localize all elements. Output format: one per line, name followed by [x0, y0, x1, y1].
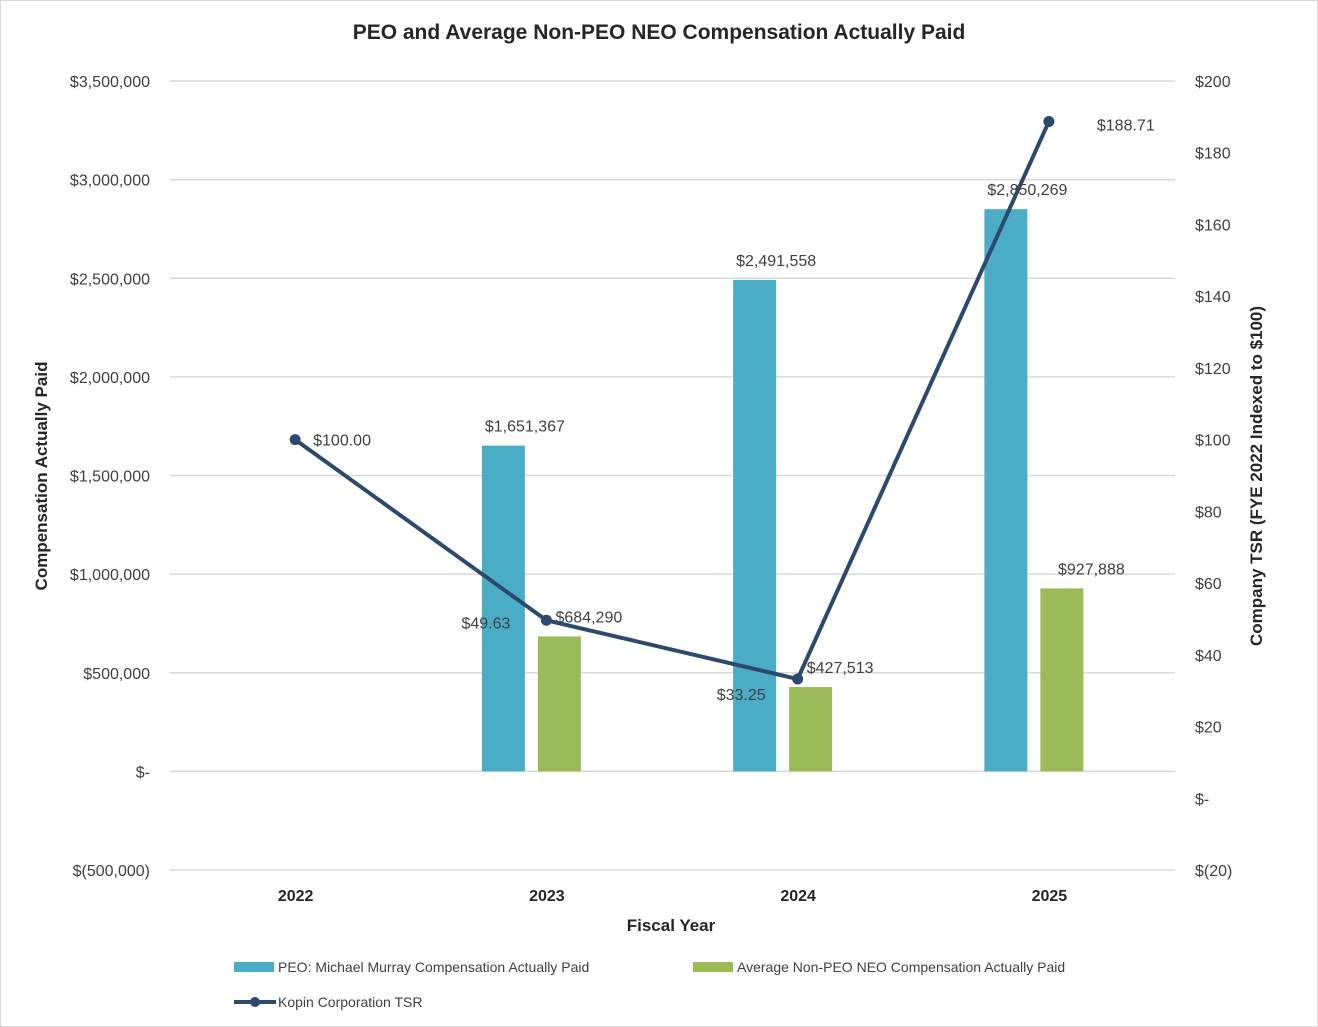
bar-peo — [984, 209, 1028, 772]
y2-tick-label: $- — [1195, 791, 1209, 808]
bar-neo — [537, 636, 581, 772]
category-label: 2024 — [780, 888, 816, 905]
data-label-peo: $1,651,367 — [485, 419, 565, 436]
chart-title: PEO and Average Non-PEO NEO Compensation… — [353, 21, 966, 44]
y-tick-label: $3,500,000 — [70, 74, 150, 91]
bar-neo — [1040, 588, 1084, 772]
tsr-line — [289, 115, 1055, 685]
y2-axis-title: Company TSR (FYE 2022 Indexed to $100) — [1247, 306, 1266, 646]
bar-peo — [481, 445, 525, 772]
y-tick-label: $1,000,000 — [70, 567, 150, 584]
data-label-neo: $684,290 — [556, 609, 623, 626]
legend-label-tsr: Kopin Corporation TSR — [278, 994, 422, 1010]
left-axis-ticks: $3,500,000 $3,000,000 $2,500,000 $2,000,000… — [70, 74, 150, 880]
y-tick-label: $500,000 — [83, 666, 150, 683]
data-label-peo: $2,850,269 — [987, 182, 1067, 199]
y2-tick-label: $200 — [1195, 74, 1231, 91]
bar-peo — [733, 279, 777, 772]
y2-tick-label: $160 — [1195, 217, 1231, 234]
data-labels: $1,651,367 $2,491,558 $2,850,269 $684,290 $4… — [313, 117, 1155, 704]
data-label-neo: $427,513 — [807, 660, 874, 677]
bars — [481, 209, 1084, 772]
y-axis-title: Compensation Actually Paid — [32, 362, 51, 591]
tsr-line-path — [293, 120, 1051, 682]
data-label-tsr: $49.63 — [461, 615, 510, 632]
y2-tick-label: $140 — [1195, 289, 1231, 306]
data-label-tsr: $100.00 — [313, 433, 371, 450]
legend-label-peo: PEO: Michael Murray Compensation Actuall… — [278, 959, 589, 975]
y-tick-label: $2,000,000 — [70, 370, 150, 387]
category-label: 2023 — [529, 888, 565, 905]
data-label-peo: $2,491,558 — [736, 253, 816, 270]
y2-tick-label: $60 — [1195, 576, 1222, 593]
category-label: 2025 — [1032, 888, 1068, 905]
y2-tick-label: $180 — [1195, 146, 1231, 163]
tsr-marker — [1043, 115, 1055, 127]
bar-neo — [789, 687, 833, 772]
y-tick-label: $- — [136, 764, 150, 781]
y2-tick-label: $120 — [1195, 361, 1231, 378]
y-tick-label: $2,500,000 — [70, 271, 150, 288]
y-tick-label: $1,500,000 — [70, 469, 150, 486]
y-tick-label: $3,000,000 — [70, 173, 150, 190]
right-axis-ticks: $200 $180 $160 $140 $120 $100 $80 $60 $40 $20 $- $(… — [1195, 74, 1232, 880]
y2-tick-label: $80 — [1195, 504, 1222, 521]
x-axis-categories: 2022 2023 2024 2025 — [278, 888, 1067, 905]
legend-swatch-peo — [234, 962, 274, 972]
tsr-marker — [792, 673, 804, 685]
y2-tick-label: $(20) — [1195, 863, 1232, 880]
y-tick-label: $(500,000) — [73, 863, 150, 880]
legend-marker-tsr — [250, 997, 260, 1007]
data-label-tsr: $188.71 — [1097, 117, 1155, 134]
tsr-marker — [289, 434, 301, 446]
legend-swatch-neo — [693, 962, 733, 972]
legend: PEO: Michael Murray Compensation Actuall… — [234, 959, 1065, 1010]
category-label: 2022 — [278, 888, 314, 905]
tsr-marker — [540, 614, 552, 626]
y2-tick-label: $100 — [1195, 433, 1231, 450]
legend-label-neo: Average Non-PEO NEO Compensation Actuall… — [737, 959, 1065, 975]
data-label-neo: $927,888 — [1058, 561, 1125, 578]
y2-tick-label: $40 — [1195, 648, 1222, 665]
y2-tick-label: $20 — [1195, 720, 1222, 737]
x-axis-title: Fiscal Year — [627, 916, 716, 935]
data-label-tsr: $33.25 — [717, 687, 766, 704]
